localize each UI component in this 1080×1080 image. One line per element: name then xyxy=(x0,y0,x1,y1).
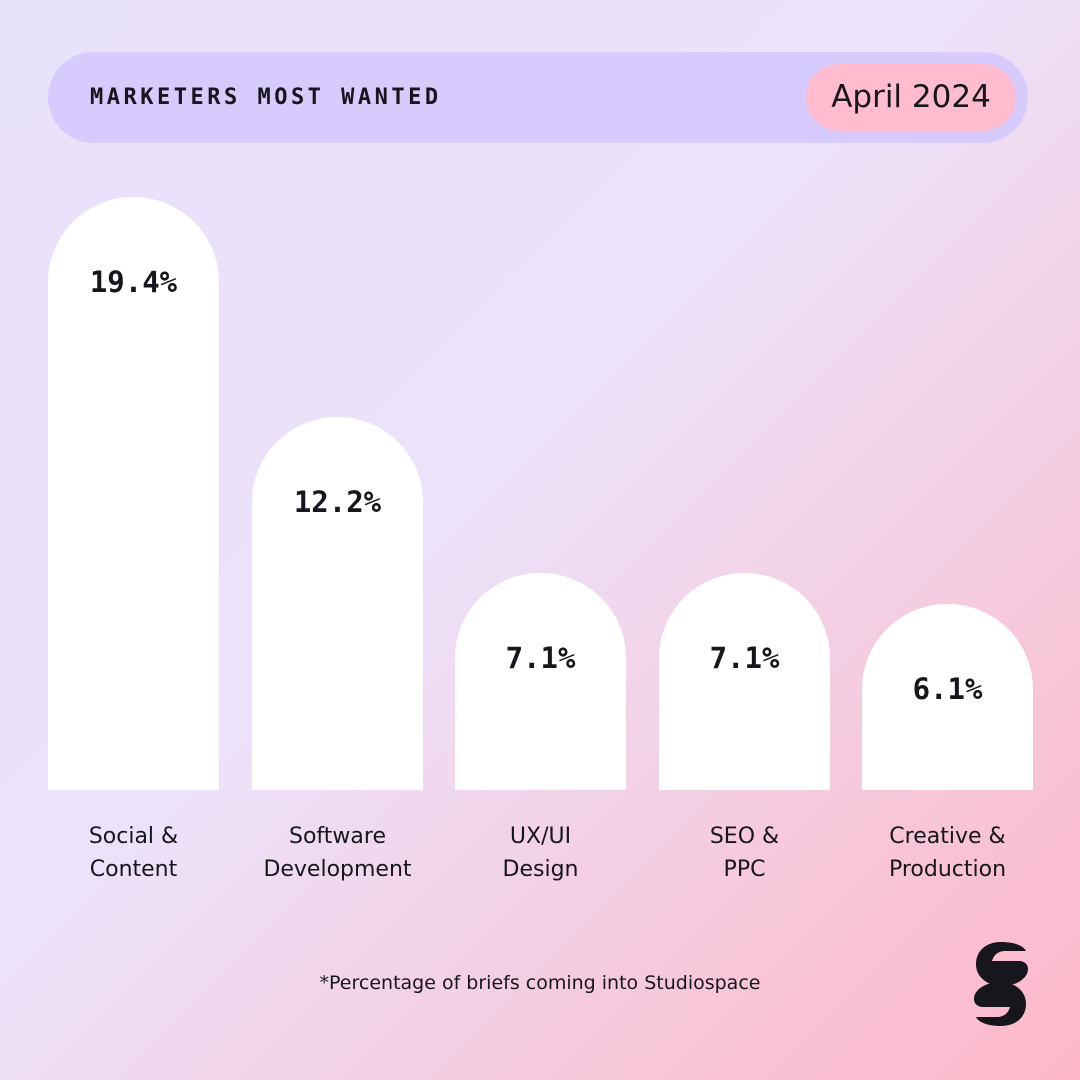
category-label: SEO & PPC xyxy=(635,820,855,886)
category-label: Social & Content xyxy=(24,820,244,886)
category-label-line: Development xyxy=(263,857,412,882)
bar-5: 6.1% xyxy=(862,604,1033,790)
category-label: Software Development xyxy=(228,820,448,886)
category-label-line: Design xyxy=(502,857,579,882)
bar-3: 7.1% xyxy=(455,573,626,790)
bar-value-label: 7.1% xyxy=(505,641,576,675)
header-title: MARKETERS MOST WANTED xyxy=(90,85,442,110)
bar-value-label: 6.1% xyxy=(912,672,983,706)
category-label-line: SEO & xyxy=(709,824,780,849)
category-label-line: Production xyxy=(888,857,1007,882)
category-label-line: Software xyxy=(289,824,386,849)
studiospace-logo-icon xyxy=(974,942,1028,1026)
category-label-line: Content xyxy=(89,857,178,882)
bar-4: 7.1% xyxy=(659,573,830,790)
date-badge: April 2024 xyxy=(806,64,1016,131)
bar-1: 19.4% xyxy=(48,197,219,790)
bar-2: 12.2% xyxy=(252,417,423,790)
category-label-line: Creative & xyxy=(889,824,1006,849)
category-label: UX/UI Design xyxy=(431,820,651,886)
category-label-line: PPC xyxy=(723,857,766,882)
category-label: Creative & Production xyxy=(838,820,1058,886)
header-banner: MARKETERS MOST WANTED April 2024 xyxy=(48,52,1028,143)
category-label-line: Social & xyxy=(88,824,179,849)
footnote: *Percentage of briefs coming into Studio… xyxy=(319,972,761,994)
bar-value-label: 12.2% xyxy=(293,485,382,519)
category-label-line: UX/UI xyxy=(509,824,572,849)
bar-value-label: 19.4% xyxy=(89,265,178,299)
bar-value-label: 7.1% xyxy=(709,641,780,675)
